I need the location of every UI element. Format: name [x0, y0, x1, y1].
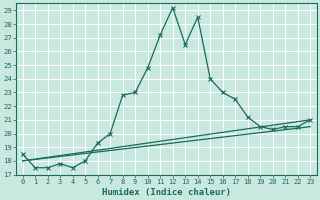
X-axis label: Humidex (Indice chaleur): Humidex (Indice chaleur)	[102, 188, 231, 197]
